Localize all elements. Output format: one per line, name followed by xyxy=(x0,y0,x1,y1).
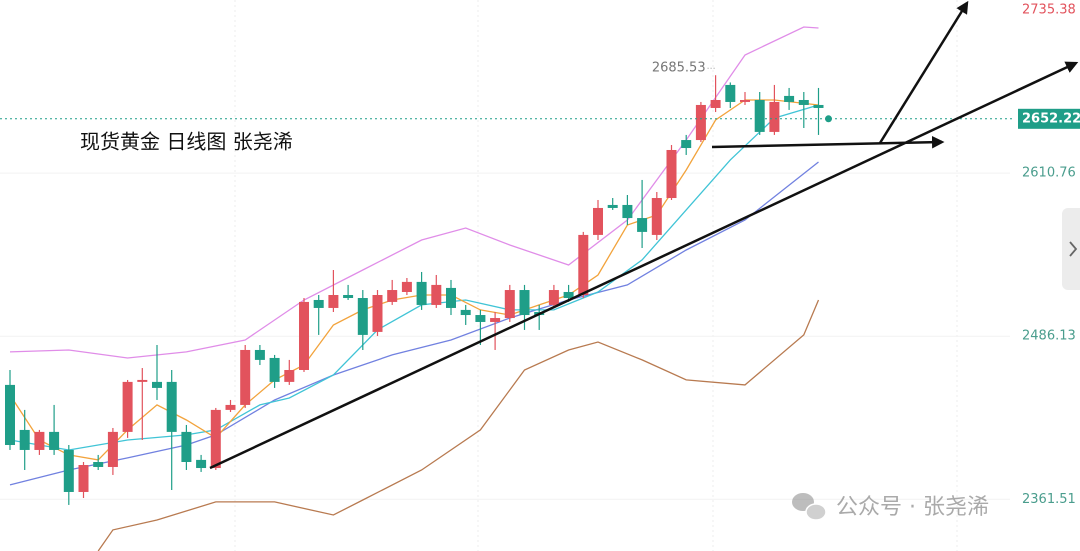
candle-body xyxy=(666,149,677,199)
indicator-line xyxy=(97,299,820,551)
candle-body xyxy=(343,295,354,299)
candle-body xyxy=(225,404,236,410)
wechat-icon xyxy=(805,503,827,521)
candle-body xyxy=(637,218,648,232)
candle-body xyxy=(593,207,603,235)
y-tick-label: 2610.76 xyxy=(1022,166,1076,181)
candle-body xyxy=(299,301,309,370)
candle-body xyxy=(137,379,148,382)
candle-body xyxy=(416,281,427,305)
candle-body xyxy=(431,284,442,305)
candle-body xyxy=(152,381,162,388)
candle-body xyxy=(695,104,706,141)
last-price-dot xyxy=(825,115,832,123)
candle-body xyxy=(181,431,192,463)
candle-body xyxy=(357,298,368,335)
peak-label: 2685.53 xyxy=(652,61,706,76)
candle-body xyxy=(651,198,662,235)
candle-body xyxy=(284,369,295,382)
candle-body xyxy=(49,431,60,450)
candle-body xyxy=(269,357,280,382)
candle-body xyxy=(34,431,45,450)
candle-body xyxy=(63,449,74,492)
last-price-box xyxy=(1018,108,1080,129)
candle-body xyxy=(563,291,574,299)
candle-body xyxy=(813,104,824,108)
candle-body xyxy=(122,381,133,432)
chart-title: 现货黄金 日线图 张尧浠 xyxy=(80,130,293,154)
trend-line xyxy=(878,0,969,144)
candle-body xyxy=(578,234,589,296)
collapse-icon[interactable] xyxy=(1069,241,1078,257)
candle-body xyxy=(798,99,809,105)
candle-body xyxy=(710,99,721,108)
candle-body xyxy=(107,431,118,467)
candle-body xyxy=(622,204,633,219)
candle-body xyxy=(754,99,765,132)
indicator-line xyxy=(9,161,819,486)
trend-lines xyxy=(209,0,1079,470)
candle-body xyxy=(93,462,104,467)
candle-body xyxy=(490,318,501,322)
watermark-text: 公众号 · 张尧浠 xyxy=(836,495,989,520)
candle-body xyxy=(446,287,456,308)
vertical-grid xyxy=(234,0,958,551)
candle-body xyxy=(19,429,30,450)
candle-body xyxy=(607,204,618,208)
last-price-label: 2652.22 xyxy=(1022,111,1080,126)
candle-body xyxy=(210,409,221,469)
range-high-label: 2735.38 xyxy=(1022,2,1076,17)
candle-body xyxy=(475,315,486,322)
candle-body xyxy=(725,84,736,102)
candle-body xyxy=(372,295,383,332)
y-tick-label: 2486.13 xyxy=(1022,329,1076,344)
candle-body xyxy=(387,290,398,302)
candle-body xyxy=(548,290,559,305)
candle-body xyxy=(769,101,780,132)
collapse-tab[interactable] xyxy=(1062,208,1080,290)
candle-body xyxy=(519,290,530,316)
candle-body xyxy=(401,281,412,292)
trend-line xyxy=(209,61,1079,470)
candle-body xyxy=(740,99,750,102)
candle-body xyxy=(460,309,471,316)
candle-body xyxy=(78,465,89,492)
trend-line xyxy=(711,135,945,149)
candle-body xyxy=(313,299,324,308)
y-tick-label: 2361.51 xyxy=(1022,492,1076,507)
candle-body xyxy=(240,349,251,405)
candle-body xyxy=(196,459,207,469)
candle-body xyxy=(784,95,795,102)
candle-body xyxy=(166,381,177,432)
candle-body xyxy=(254,349,265,360)
candle-body xyxy=(681,140,692,149)
watermark: 公众号 · 张尧浠 xyxy=(792,493,989,521)
candle-body xyxy=(328,295,339,308)
candle-body xyxy=(5,384,15,445)
collapse-tab-bg[interactable] xyxy=(1062,208,1080,290)
candle-body xyxy=(504,290,515,319)
